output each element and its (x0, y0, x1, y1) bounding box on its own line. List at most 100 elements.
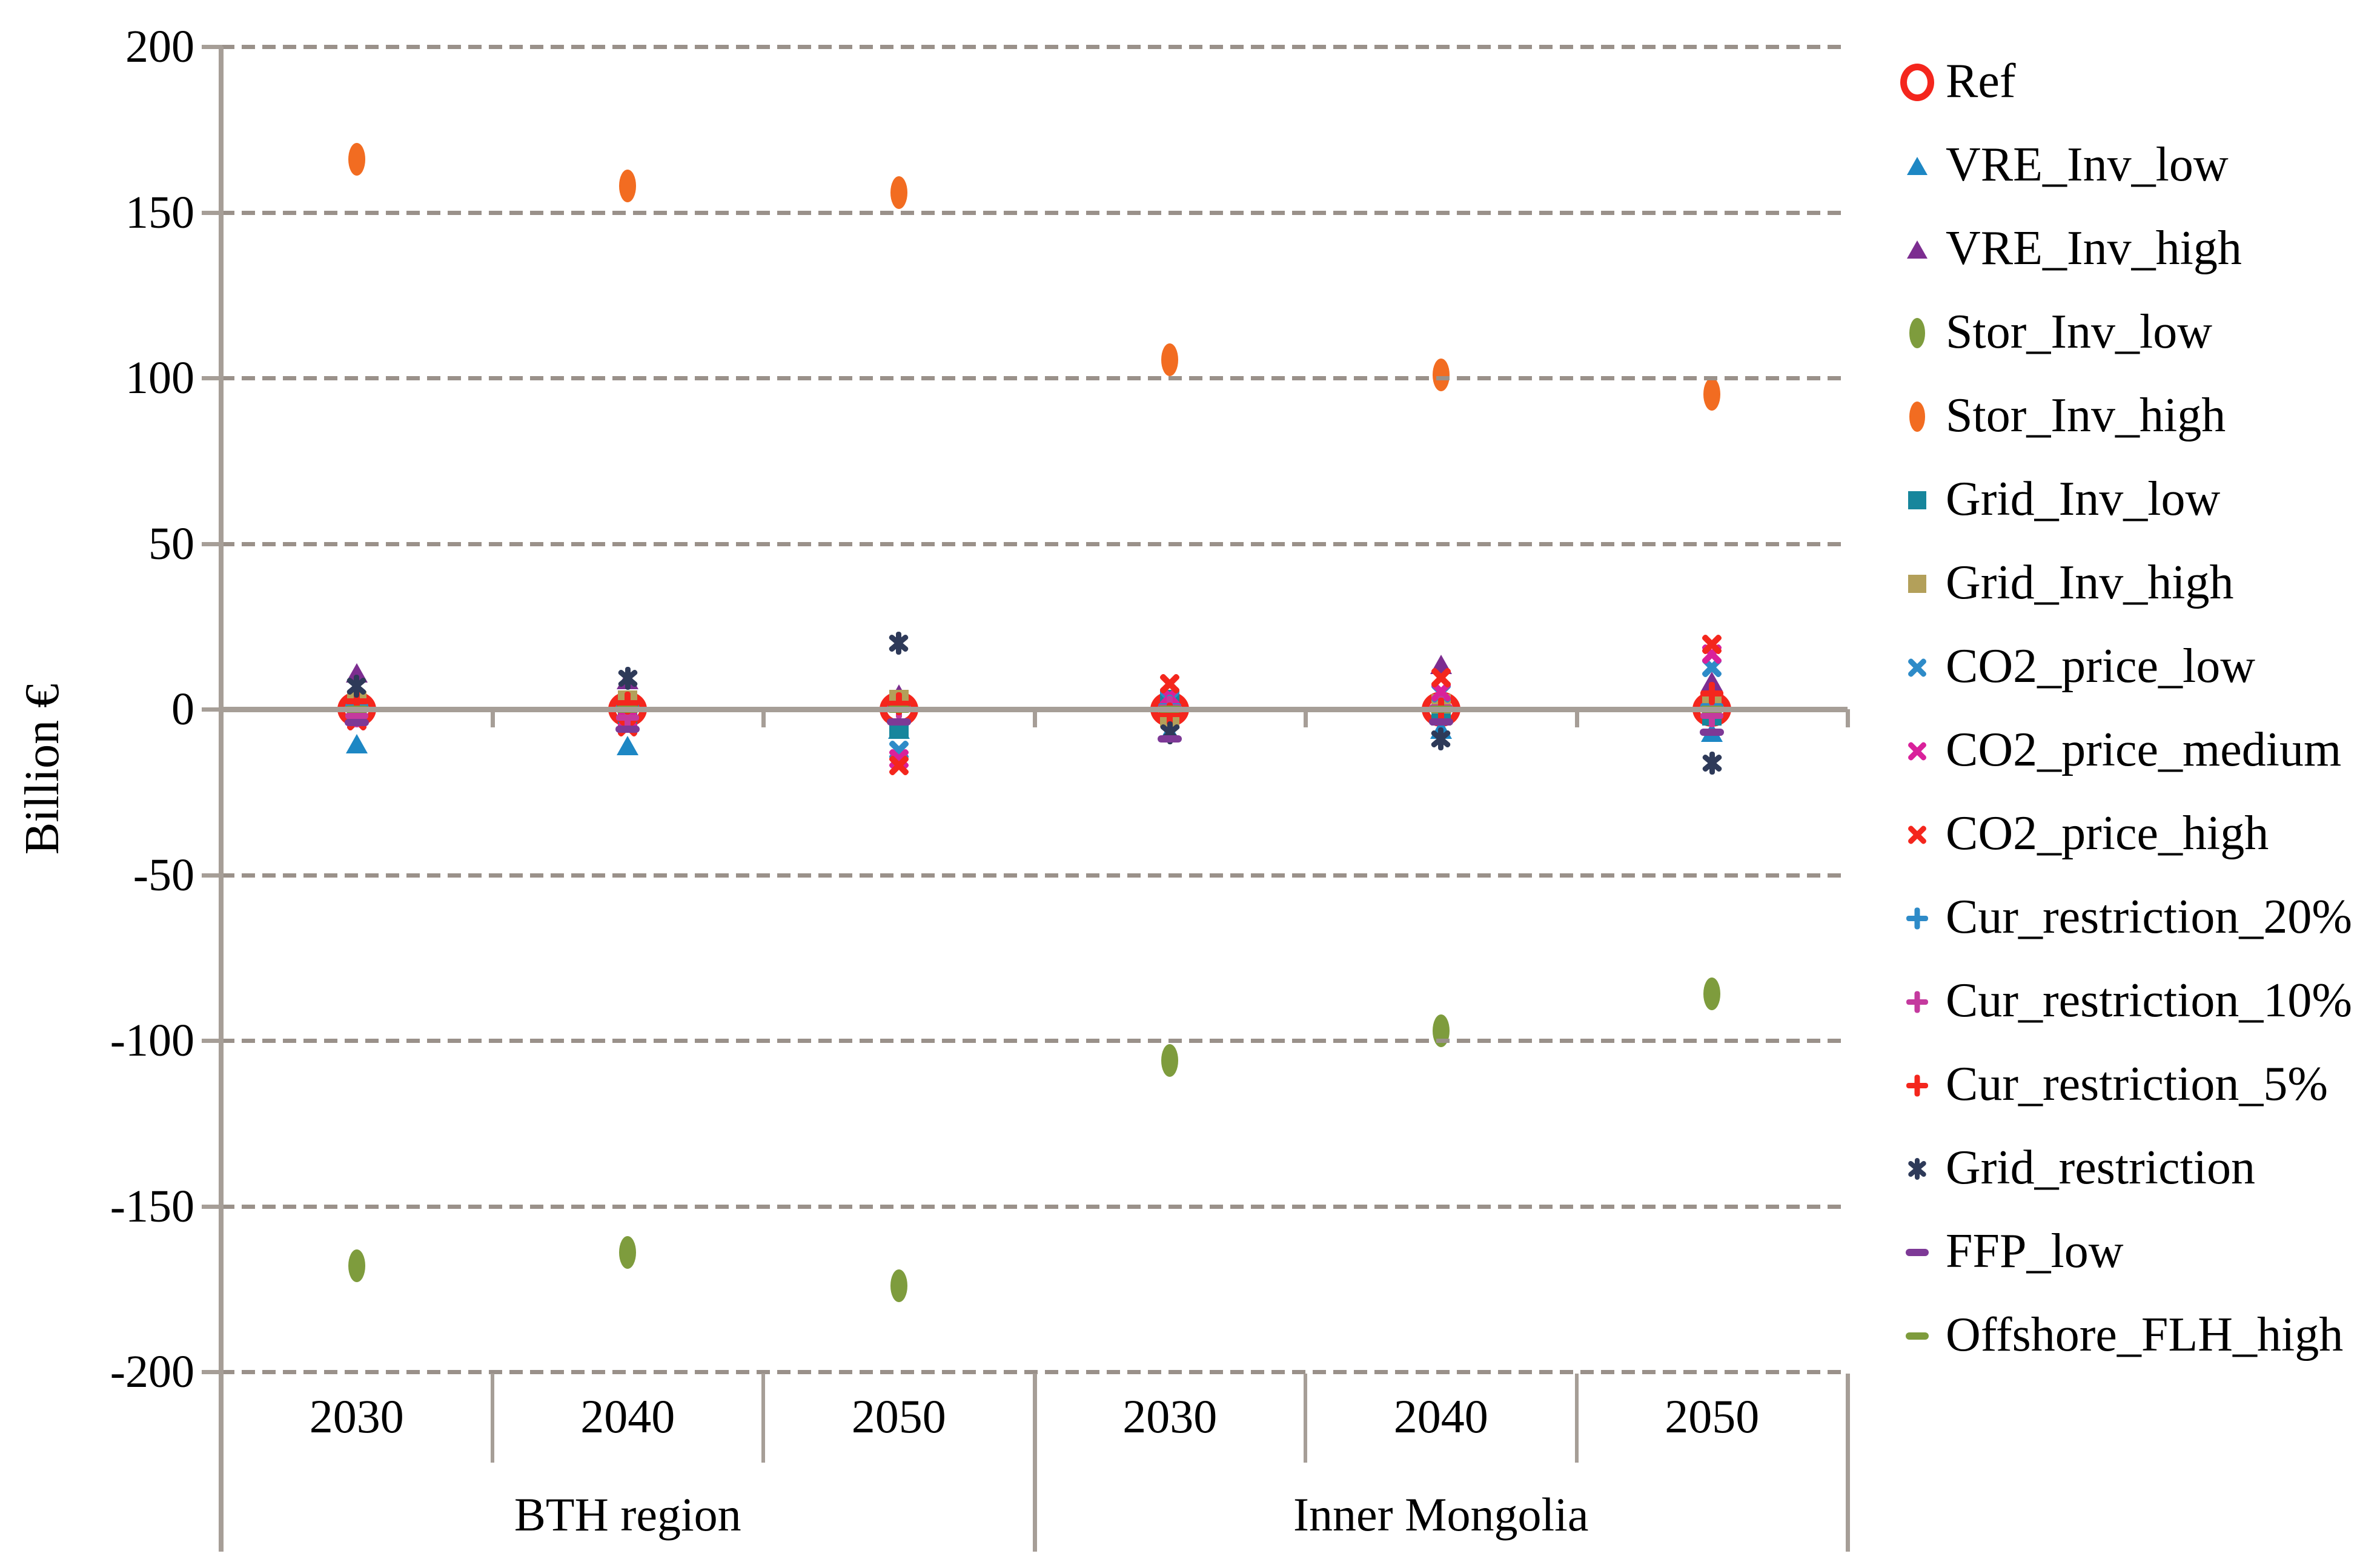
gridline (221, 1039, 1848, 1043)
plus-stroke (1914, 1074, 1920, 1096)
x-legend-icon (1906, 656, 1929, 679)
ring-legend-icon (1900, 64, 1934, 101)
asterisk-legend-icon (1906, 1158, 1929, 1180)
square-legend-icon (1908, 491, 1926, 509)
scatter-marker-Grid_restriction (887, 631, 911, 655)
zero-line-tick (490, 709, 495, 727)
scatter-marker-CO2_price_high (887, 753, 911, 778)
scatter-marker-Stor_Inv_high (1161, 343, 1179, 376)
scatter-marker-VRE_Inv_low (617, 736, 639, 756)
scatter-marker-CO2_price_high (1700, 632, 1724, 657)
year-separator (490, 1374, 494, 1463)
triangle-legend-icon (1907, 240, 1928, 259)
x-year-label: 2050 (851, 1390, 946, 1443)
x-legend-icon (1906, 823, 1929, 846)
legend-label: FFP_low (1946, 1225, 2124, 1278)
y-tick-label: 100 (125, 352, 194, 403)
scatter-marker-Grid_restriction (345, 674, 369, 698)
gridline (221, 541, 1848, 546)
y-axis-line (219, 47, 224, 1552)
scatter-marker-Grid_restriction (615, 667, 640, 690)
dot-legend-icon (1909, 318, 1925, 348)
scatter-marker-Stor_Inv_high (1432, 358, 1450, 391)
legend-label: Ref (1946, 55, 2016, 108)
legend-label: Cur_restriction_20% (1946, 890, 2352, 944)
scatter-marker-Grid_restriction (1429, 727, 1453, 751)
zero-line-tick (1846, 709, 1850, 727)
legend-label: CO2_price_medium (1946, 723, 2342, 776)
legend-label: CO2_price_high (1946, 807, 2269, 860)
y-axis-tick (202, 1370, 222, 1374)
x-year-label: 2050 (1665, 1390, 1760, 1443)
region-separator (1032, 1374, 1037, 1552)
gridline (221, 210, 1848, 215)
y-axis-tick (202, 210, 222, 215)
x-year-label: 2040 (1393, 1390, 1488, 1443)
scatter-marker-Stor_Inv_low (890, 1269, 907, 1302)
x-year-label: 2030 (309, 1390, 404, 1443)
plus-legend-icon (1906, 1074, 1928, 1096)
scatter-marker-Cur_restriction_5% (1158, 703, 1182, 726)
scatter-marker-Cur_restriction_10% (345, 704, 368, 727)
triangle-legend-icon (1907, 157, 1928, 175)
plus-stroke (1914, 907, 1920, 929)
gridline (221, 873, 1848, 878)
y-tick-label: 50 (148, 518, 194, 569)
year-separator (761, 1374, 765, 1463)
scatter-marker-FFP_low (1428, 718, 1453, 726)
scatter-marker-FFP_low (886, 718, 911, 726)
scatter-marker-Grid_restriction (1700, 752, 1724, 775)
dot-legend-icon (1909, 402, 1925, 432)
scatter-marker-Cur_restriction_5% (887, 692, 910, 716)
x-legend-icon (1906, 739, 1929, 762)
year-separator (1304, 1374, 1307, 1463)
plus-stroke (1914, 991, 1920, 1013)
scatter-marker-CO2_price_high (1158, 672, 1182, 696)
scatter-marker-FFP_low (344, 718, 369, 726)
legend-label: VRE_Inv_high (1946, 222, 2242, 275)
gridline (221, 45, 1848, 49)
plus-legend-icon (1906, 991, 1928, 1013)
year-separator (1574, 1374, 1579, 1463)
scatter-marker-FFP_low (1158, 735, 1182, 743)
y-tick-label: 150 (125, 187, 194, 238)
scatter-marker-Cur_restriction_5% (1700, 681, 1724, 705)
gridline (221, 376, 1848, 380)
scatter-marker-Cur_restriction_5% (345, 690, 368, 713)
y-axis-tick (202, 873, 222, 878)
y-axis-tick (202, 541, 222, 546)
legend-label: Cur_restriction_5% (1946, 1057, 2328, 1111)
x-year-label: 2030 (1122, 1390, 1218, 1443)
scatter-marker-Stor_Inv_high (348, 142, 365, 176)
region-separator (1846, 1374, 1850, 1552)
legend-label: CO2_price_low (1946, 640, 2256, 693)
square-legend-icon (1908, 575, 1926, 593)
legend-label: VRE_Inv_low (1946, 138, 2229, 191)
dash-legend-icon (1906, 1332, 1929, 1340)
scatter-marker-VRE_Inv_low (345, 734, 368, 754)
scatter-marker-Stor_Inv_low (1161, 1044, 1179, 1077)
gridline (221, 1204, 1848, 1209)
scatter-marker-Stor_Inv_high (619, 169, 637, 202)
gridline (221, 1370, 1848, 1374)
legend-label: Grid_restriction (1946, 1141, 2255, 1194)
scatter-marker-Stor_Inv_low (619, 1236, 637, 1269)
dash-legend-icon (1906, 1249, 1929, 1256)
scatter-marker-Cur_restriction_10% (616, 706, 640, 729)
y-axis-title: Billion € (16, 683, 69, 855)
x-region-label: Inner Mongolia (1293, 1488, 1589, 1541)
y-axis-tick (202, 376, 222, 380)
x-year-label: 2040 (580, 1390, 675, 1443)
legend-label: Offshore_FLH_high (1946, 1308, 2344, 1361)
y-axis-tick (202, 707, 222, 712)
y-tick-label: -100 (110, 1015, 194, 1066)
scatter-marker-CO2_price_high (1429, 666, 1453, 690)
legend-label: Grid_Inv_high (1946, 556, 2234, 609)
legend-label: Stor_Inv_high (1946, 389, 2226, 442)
legend-label: Cur_restriction_10% (1946, 974, 2352, 1027)
zero-line-tick (1574, 709, 1579, 727)
y-tick-label: -50 (133, 849, 194, 901)
y-tick-label: -200 (110, 1346, 194, 1397)
x-region-label: BTH region (514, 1488, 741, 1541)
